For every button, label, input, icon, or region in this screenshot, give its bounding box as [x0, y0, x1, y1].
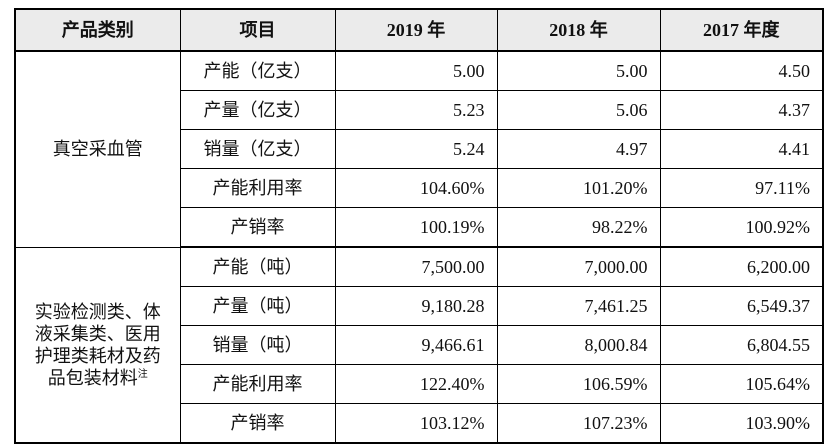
category-line: 实验检测类、体: [34, 301, 161, 322]
value-2019: 5.24: [334, 129, 498, 169]
table-row: 产量（吨） 9,180.28 7,461.25 6,549.37: [15, 286, 824, 326]
item-cell: 产销率: [179, 403, 336, 444]
header-2018: 2018 年: [496, 8, 661, 52]
value-2019: 104.60%: [334, 168, 498, 208]
item-cell: 产能（亿支）: [179, 50, 336, 91]
category-line-text: 品包装材料: [47, 367, 138, 388]
table-row: 产能利用率 122.40% 106.59% 105.64%: [15, 364, 824, 404]
value-2017: 4.41: [659, 129, 824, 169]
value-2018: 107.23%: [496, 403, 661, 444]
category-cell: 真空采血管: [14, 50, 181, 248]
item-cell: 产销率: [179, 207, 336, 248]
table-row: 产销率 100.19% 98.22% 100.92%: [15, 207, 824, 248]
value-2017: 4.50: [659, 50, 824, 91]
category-cell: 实验检测类、体 液采集类、医用 护理类耗材及药 品包装材料注: [14, 246, 181, 444]
item-cell: 销量（亿支）: [179, 129, 336, 169]
value-2018: 5.00: [496, 50, 661, 91]
value-2017: 4.37: [659, 90, 824, 130]
footnote-marker: 注: [137, 368, 148, 380]
item-cell: 产能（吨）: [179, 246, 336, 287]
category-line: 液采集类、医用: [34, 323, 161, 344]
table-row: 真空采血管 产能（亿支） 5.00 5.00 4.50: [14, 50, 824, 248]
item-cell: 销量（吨）: [179, 325, 336, 365]
value-2017: 105.64%: [659, 364, 824, 404]
item-cell: 产量（吨）: [179, 286, 336, 326]
value-2019: 5.23: [334, 90, 498, 130]
value-2019: 122.40%: [334, 364, 498, 404]
header-2017: 2017 年度: [659, 8, 824, 52]
value-2018: 98.22%: [496, 207, 661, 248]
value-2018: 7,000.00: [496, 246, 661, 287]
value-2017: 6,804.55: [659, 325, 824, 365]
value-2019: 103.12%: [334, 403, 498, 444]
value-2019: 9,180.28: [334, 286, 498, 326]
item-cell: 产量（亿支）: [179, 90, 336, 130]
capacity-table: 产品类别 项目 2019 年 2018 年 2017 年度 真空采血管 产能（亿…: [14, 8, 824, 444]
value-2019: 100.19%: [334, 207, 498, 248]
value-2017: 97.11%: [659, 168, 824, 208]
table-row: 产量（亿支） 5.23 5.06 4.37: [15, 90, 824, 130]
header-category: 产品类别: [14, 8, 181, 52]
header-item: 项目: [179, 8, 336, 52]
value-2017: 6,549.37: [659, 286, 824, 326]
value-2018: 8,000.84: [496, 325, 661, 365]
value-2019: 5.00: [334, 50, 498, 91]
value-2018: 106.59%: [496, 364, 661, 404]
category-line: 品包装材料注: [22, 367, 174, 389]
value-2018: 101.20%: [496, 168, 661, 208]
header-2019: 2019 年: [334, 8, 498, 52]
value-2018: 4.97: [496, 129, 661, 169]
table-row: 产销率 103.12% 107.23% 103.90%: [15, 403, 824, 444]
value-2018: 5.06: [496, 90, 661, 130]
value-2017: 100.92%: [659, 207, 824, 248]
table-header-row: 产品类别 项目 2019 年 2018 年 2017 年度: [14, 8, 824, 52]
table-row: 实验检测类、体 液采集类、医用 护理类耗材及药 品包装材料注 产能（吨） 7,5…: [14, 246, 824, 444]
item-cell: 产能利用率: [179, 168, 336, 208]
table-row: 产能利用率 104.60% 101.20% 97.11%: [15, 168, 824, 208]
category-line: 真空采血管: [52, 139, 143, 160]
value-2017: 6,200.00: [659, 246, 824, 287]
category-line: 护理类耗材及药: [34, 345, 161, 366]
item-cell: 产能利用率: [179, 364, 336, 404]
value-2019: 7,500.00: [334, 246, 498, 287]
table-row: 销量（亿支） 5.24 4.97 4.41: [15, 129, 824, 169]
value-2019: 9,466.61: [334, 325, 498, 365]
group-vacuum-tubes: 真空采血管 产能（亿支） 5.00 5.00 4.50 产量（亿支） 5.23 …: [14, 50, 824, 248]
table-row: 销量（吨） 9,466.61 8,000.84 6,804.55: [15, 325, 824, 365]
group-lab-consumables: 实验检测类、体 液采集类、医用 护理类耗材及药 品包装材料注 产能（吨） 7,5…: [14, 246, 824, 444]
value-2018: 7,461.25: [496, 286, 661, 326]
value-2017: 103.90%: [659, 403, 824, 444]
